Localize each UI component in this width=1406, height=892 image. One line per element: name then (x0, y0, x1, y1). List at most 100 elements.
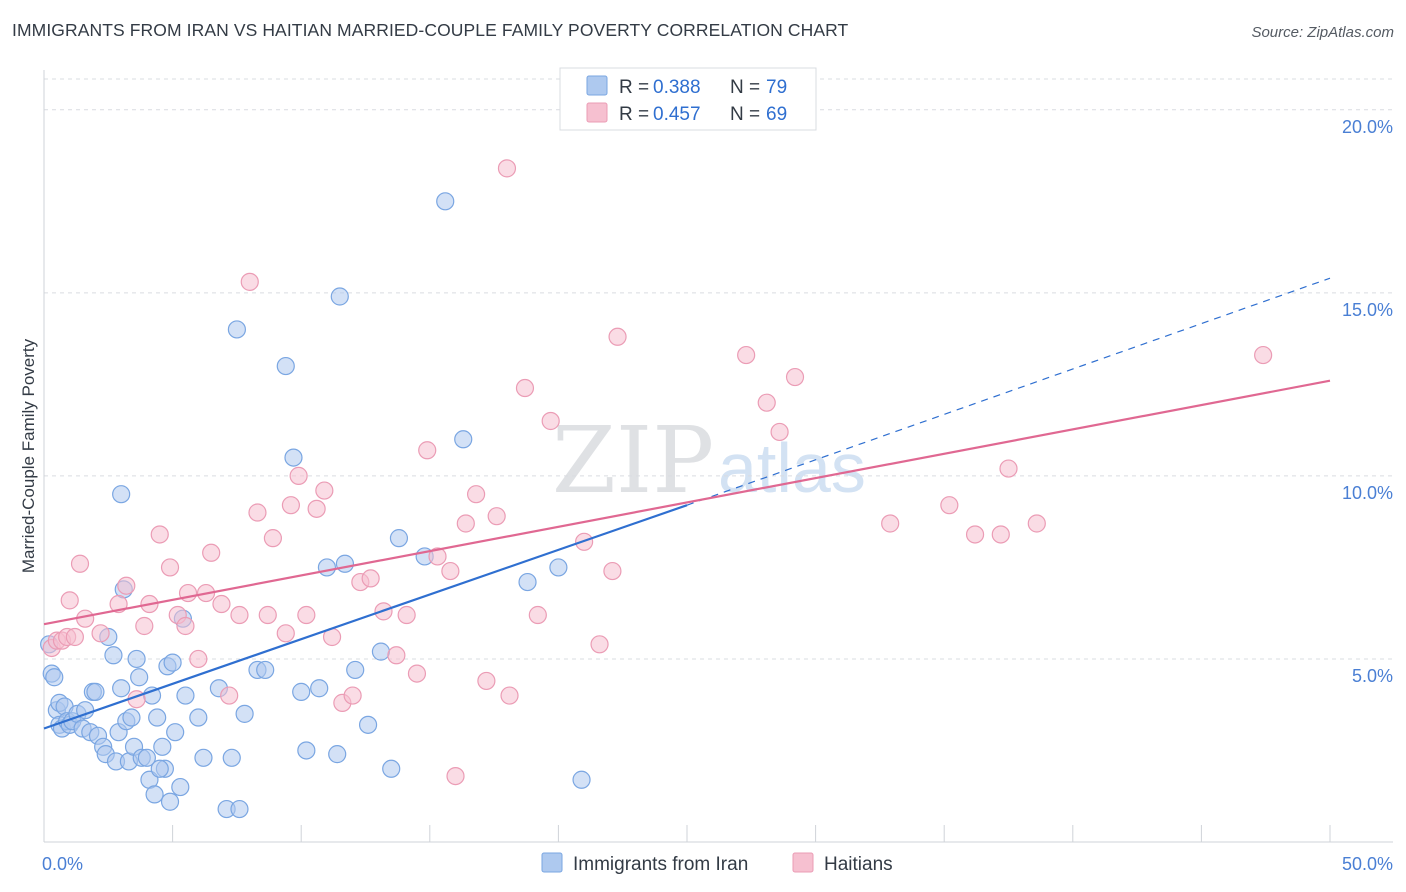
y-tick-label-5: 5.0% (1352, 666, 1393, 686)
haitian-point-43 (407, 664, 427, 683)
iran-point-54 (256, 660, 275, 680)
trend-line-haitians (43, 379, 1331, 626)
iran-point-24 (112, 679, 131, 698)
series-haitians (42, 159, 1273, 786)
haitian-point-53 (497, 159, 517, 178)
haitian-point-25 (240, 272, 259, 291)
haitian-point-15 (160, 558, 180, 577)
source-label: Source: ZipAtlas.com (1251, 24, 1394, 41)
haitian-point-21 (202, 543, 221, 562)
haitian-point-47 (446, 767, 465, 786)
haitian-point-48 (456, 514, 475, 533)
haitian-point-33 (307, 499, 326, 518)
legend-r-value-2: 0.457 (653, 104, 701, 125)
chart-title: IMMIGRANTS FROM IRAN VS HAITIAN MARRIED-… (12, 20, 849, 40)
iran-point-38 (153, 737, 172, 756)
legend-n-value-1: 79 (766, 77, 787, 98)
haitian-point-8 (91, 624, 110, 643)
iran-point-55 (112, 485, 131, 504)
iran-point-60 (297, 741, 316, 760)
legend-r-label-1: R = (619, 77, 649, 98)
haitian-point-12 (135, 616, 154, 636)
haitian-point-4 (60, 591, 79, 610)
iran-point-21 (104, 646, 123, 665)
iran-point-59 (292, 682, 311, 701)
y-axis-label: Married-Couple Family Poverty (19, 338, 38, 573)
iran-point-52 (235, 704, 254, 723)
haitian-point-46 (441, 561, 460, 581)
haitian-point-31 (289, 466, 308, 485)
haitian-point-50 (477, 671, 496, 691)
iran-point-73 (518, 572, 537, 592)
bottom-legend-label-blue: Immigrants from Iran (573, 854, 748, 875)
haitian-point-39 (361, 569, 380, 588)
iran-point-64 (330, 287, 349, 306)
y-tick-label-20: 20.0% (1342, 117, 1393, 137)
iran-point-58 (284, 448, 303, 467)
bottom-legend-swatch-pink (792, 852, 814, 873)
iran-point-56 (227, 320, 246, 339)
x-tick-label-max: 50.0% (1342, 854, 1393, 874)
iran-point-51 (230, 799, 249, 819)
haitian-point-60 (608, 327, 627, 346)
iran-point-42 (163, 653, 182, 672)
haitian-point-70 (1027, 514, 1046, 533)
iran-point-63 (328, 745, 347, 764)
haitian-point-62 (757, 393, 776, 412)
y-tick-label-10: 10.0% (1342, 483, 1393, 503)
haitian-point-51 (487, 507, 506, 526)
series-immigrants-from-iran (40, 192, 591, 819)
haitian-point-68 (999, 459, 1018, 478)
trend-line-iran (43, 504, 688, 730)
haitian-point-32 (297, 605, 316, 625)
iran-point-65 (346, 660, 365, 680)
haitian-point-10 (117, 576, 136, 595)
iran-point-72 (454, 430, 473, 449)
haitian-point-7 (76, 609, 95, 628)
iran-point-33 (137, 748, 156, 767)
grid-lines (44, 78, 1393, 660)
bottom-legend: Immigrants from Iran Haitians (541, 852, 893, 875)
iran-point-50 (222, 748, 241, 767)
iran-point-30 (127, 649, 146, 669)
haitian-point-19 (189, 649, 208, 669)
iran-point-44 (171, 777, 190, 797)
haitian-point-69 (991, 525, 1010, 544)
iran-point-36 (145, 785, 164, 804)
haitian-point-37 (343, 686, 362, 705)
legend-swatch-pink (586, 102, 608, 123)
legend-n-label-1: N = (730, 77, 760, 98)
haitian-point-29 (276, 624, 295, 643)
haitian-point-28 (263, 529, 283, 548)
haitian-point-45 (428, 547, 447, 566)
iran-point-74 (549, 558, 568, 577)
iran-point-28 (122, 708, 141, 727)
haitian-point-27 (258, 605, 277, 625)
iran-point-68 (382, 759, 401, 778)
haitian-point-23 (220, 686, 239, 705)
y-tick-labels: 5.0% 10.0% 15.0% 20.0% (1342, 117, 1393, 686)
legend: R = 0.388 N = 79 R = 0.457 N = 69 (559, 67, 817, 131)
haitian-point-30 (281, 496, 301, 515)
legend-r-value-1: 0.388 (653, 77, 701, 98)
haitian-point-67 (965, 525, 985, 544)
iran-point-62 (317, 558, 337, 577)
iran-point-41 (160, 792, 180, 811)
haitian-point-49 (466, 485, 486, 504)
haitian-point-26 (248, 503, 267, 522)
haitian-point-65 (881, 514, 900, 533)
haitian-point-71 (1254, 345, 1273, 365)
haitian-point-42 (397, 605, 416, 625)
haitian-point-59 (603, 561, 622, 581)
iran-point-47 (194, 748, 213, 767)
haitian-point-52 (500, 686, 519, 705)
iran-point-75 (572, 770, 591, 789)
iran-point-37 (148, 708, 167, 727)
iran-point-61 (310, 679, 329, 698)
iran-point-16 (86, 682, 105, 701)
haitian-point-66 (940, 496, 959, 515)
iran-point-78 (150, 759, 169, 778)
iran-point-46 (176, 686, 195, 705)
iran-point-67 (371, 642, 391, 661)
bottom-legend-swatch-blue (541, 852, 563, 873)
